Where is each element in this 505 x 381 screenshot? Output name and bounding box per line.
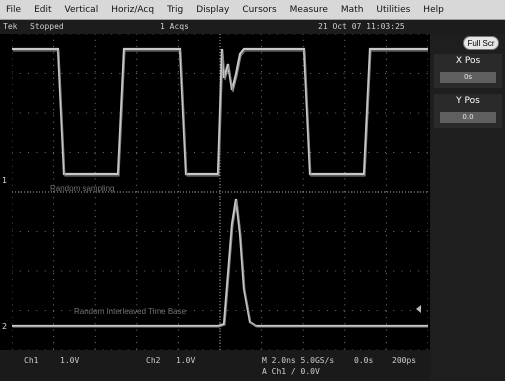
lower-trace-label: Random Interleaved Time Base [74,307,187,316]
ch1-ground-marker[interactable]: 1 [2,176,8,185]
brand-label: Tek [3,22,18,31]
y-position-control[interactable]: Y Pos 0.0 [434,94,502,128]
acquisition-state: Stopped [30,22,64,31]
menu-item-vertical[interactable]: Vertical [64,4,99,15]
menu-item-measure[interactable]: Measure [289,4,328,15]
trace-channel-1 [12,47,428,176]
ch2-scale[interactable]: 1.0V [176,356,196,365]
menu-item-help[interactable]: Help [423,4,444,15]
menu-item-display[interactable]: Display [196,4,230,15]
ch1-label[interactable]: Ch1 [24,356,39,365]
timebase-readout[interactable]: M 2.0ns 5.0GS/s [262,356,335,365]
menu-item-horiz-acq[interactable]: Horiz/Acq [111,4,155,15]
readout-bar: Ch1 1.0V Ch2 1.0V M 2.0ns 5.0GS/s A Ch1 … [0,350,430,381]
menu-item-cursors[interactable]: Cursors [242,4,277,15]
fullscreen-button[interactable]: Full Scr [463,36,499,50]
ch2-label[interactable]: Ch2 [146,356,161,365]
menu-bar: File Edit Vertical Horiz/Acq Trig Display Curs… [0,0,505,20]
acquisition-count: 1 Acqs [160,22,189,31]
date-time: 21 Oct 07 11:03:25 [318,22,405,31]
waveform-svg: Random sampling Random Interleaved Time … [12,34,428,350]
menu-item-edit[interactable]: Edit [34,4,52,15]
scale-readout: 200ps [392,356,417,365]
trace-channel-1-shadow [13,50,428,177]
waveform-display[interactable]: Random sampling Random Interleaved Time … [12,34,428,350]
status-bar: Tek Stopped 1 Acqs 21 Oct 07 11:03:25 [0,20,505,34]
y-position-label: Y Pos [456,96,480,106]
trigger-level-marker[interactable] [416,305,421,313]
position-readout: 0.0s [354,356,374,365]
x-position-value[interactable]: 0s [440,72,496,83]
trigger-readout[interactable]: A Ch1 / 0.0V [262,367,320,376]
side-panel: Full Scr X Pos 0s Y Pos 0.0 [430,34,505,381]
y-position-value[interactable]: 0.0 [440,112,496,123]
menu-item-file[interactable]: File [6,4,22,15]
ch2-ground-marker[interactable]: 2 [2,322,8,331]
ch1-scale[interactable]: 1.0V [60,356,80,365]
upper-trace-label: Random sampling [50,184,114,193]
x-position-label: X Pos [455,56,481,66]
menu-item-utilities[interactable]: Utilities [376,4,411,15]
trace-channel-2-shadow [13,199,428,328]
menu-item-trig[interactable]: Trig [167,4,184,15]
x-position-control[interactable]: X Pos 0s [434,54,502,88]
menu-item-math[interactable]: Math [340,4,364,15]
